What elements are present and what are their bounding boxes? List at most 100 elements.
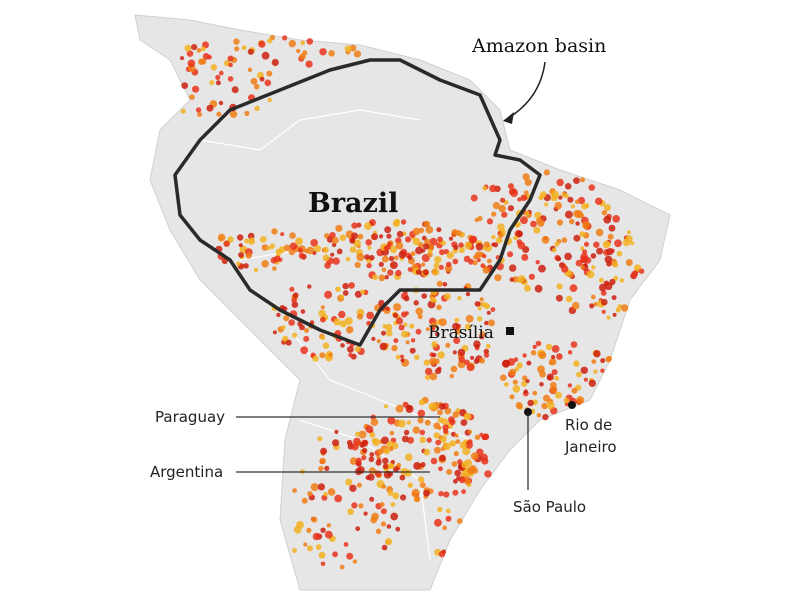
fire-dot — [417, 417, 424, 424]
fire-dot — [458, 242, 464, 248]
fire-dot — [584, 241, 589, 247]
fire-dot — [321, 494, 328, 501]
fire-dot — [405, 340, 410, 345]
fire-dot — [439, 454, 446, 462]
fire-dot — [554, 241, 560, 247]
capital-label: Brasília — [428, 323, 494, 343]
fire-dot — [283, 244, 291, 252]
fire-dot — [616, 250, 623, 257]
fire-dot — [449, 440, 456, 447]
fire-dot — [386, 524, 392, 529]
fire-dot — [534, 211, 542, 219]
fire-dot — [601, 298, 608, 306]
fire-dot — [558, 195, 563, 200]
fire-dot — [320, 335, 326, 340]
fire-dot — [400, 354, 405, 359]
fire-dot — [521, 253, 529, 261]
fire-dot — [598, 283, 607, 292]
fire-dot — [498, 232, 504, 238]
fire-dot — [437, 236, 443, 243]
fire-dot — [346, 326, 354, 334]
fire-dot — [517, 197, 522, 202]
fire-dot — [184, 44, 192, 52]
fire-dot — [436, 280, 443, 287]
fire-dot — [367, 245, 372, 250]
fire-dot — [600, 358, 606, 364]
fire-dot — [429, 237, 438, 246]
fire-dot — [577, 196, 586, 205]
fire-dot — [538, 264, 546, 273]
fire-dot — [319, 48, 327, 56]
fire-dot — [289, 242, 298, 250]
fire-dots — [180, 35, 645, 570]
fire-dot — [452, 322, 460, 331]
fire-dot — [460, 419, 468, 426]
fire-dot — [371, 336, 376, 341]
fire-dot — [400, 358, 405, 363]
fire-dot — [436, 304, 442, 311]
fire-dot — [451, 461, 458, 467]
fire-dot — [467, 439, 473, 445]
fire-dot — [524, 284, 531, 292]
fire-dot — [318, 465, 324, 472]
fire-dot — [467, 429, 473, 434]
fire-dot — [575, 210, 584, 219]
fire-dot — [492, 202, 500, 210]
fire-dot — [405, 453, 413, 462]
fire-dot — [595, 197, 603, 205]
fire-dot — [443, 491, 450, 498]
fire-dot — [573, 177, 580, 185]
fire-dot — [300, 40, 306, 46]
fire-dot — [413, 462, 421, 470]
fire-dot — [443, 428, 449, 434]
fire-dot — [424, 374, 431, 381]
fire-dot — [580, 253, 589, 262]
fire-dot — [474, 301, 481, 307]
fire-dot — [319, 352, 326, 359]
fire-dot — [551, 354, 556, 360]
fire-dot — [330, 252, 335, 257]
fire-dot — [378, 261, 384, 267]
fire-dot — [545, 343, 553, 351]
fire-dot — [407, 436, 414, 444]
fire-dot — [296, 521, 304, 529]
fire-dot — [289, 232, 296, 239]
fire-dot — [486, 310, 491, 315]
fire-dot — [345, 256, 351, 262]
fire-dot — [250, 77, 258, 85]
fire-dot — [318, 551, 326, 559]
fire-dot — [567, 196, 574, 203]
fire-dot — [452, 350, 457, 355]
fire-dot — [510, 189, 518, 198]
fire-dot — [336, 248, 343, 255]
fire-dot — [405, 405, 414, 413]
fire-dot — [433, 262, 440, 269]
fire-dot — [339, 294, 345, 300]
fire-dot — [507, 205, 514, 212]
fire-dot — [491, 234, 496, 240]
fire-dot — [367, 473, 375, 481]
fire-dot — [365, 239, 373, 246]
fire-dot — [515, 402, 523, 409]
fire-dot — [445, 508, 451, 514]
fire-dot — [364, 254, 370, 260]
fire-dot — [304, 328, 309, 333]
fire-dot — [482, 246, 487, 251]
fire-dot — [567, 350, 573, 355]
fire-dot — [620, 304, 629, 312]
fire-dot — [253, 267, 259, 273]
fire-dot — [364, 222, 372, 230]
fire-dot — [465, 314, 474, 323]
fire-dot — [430, 326, 436, 331]
fire-dot — [474, 217, 479, 223]
fire-dot — [288, 319, 295, 326]
fire-dot — [369, 432, 376, 438]
fire-dot — [399, 474, 406, 481]
fire-dot — [425, 327, 430, 332]
fire-dot — [339, 234, 347, 242]
fire-dot — [554, 201, 562, 210]
fire-dot — [320, 561, 326, 567]
city-label: São Paulo — [513, 498, 586, 516]
fire-dot — [332, 236, 339, 244]
